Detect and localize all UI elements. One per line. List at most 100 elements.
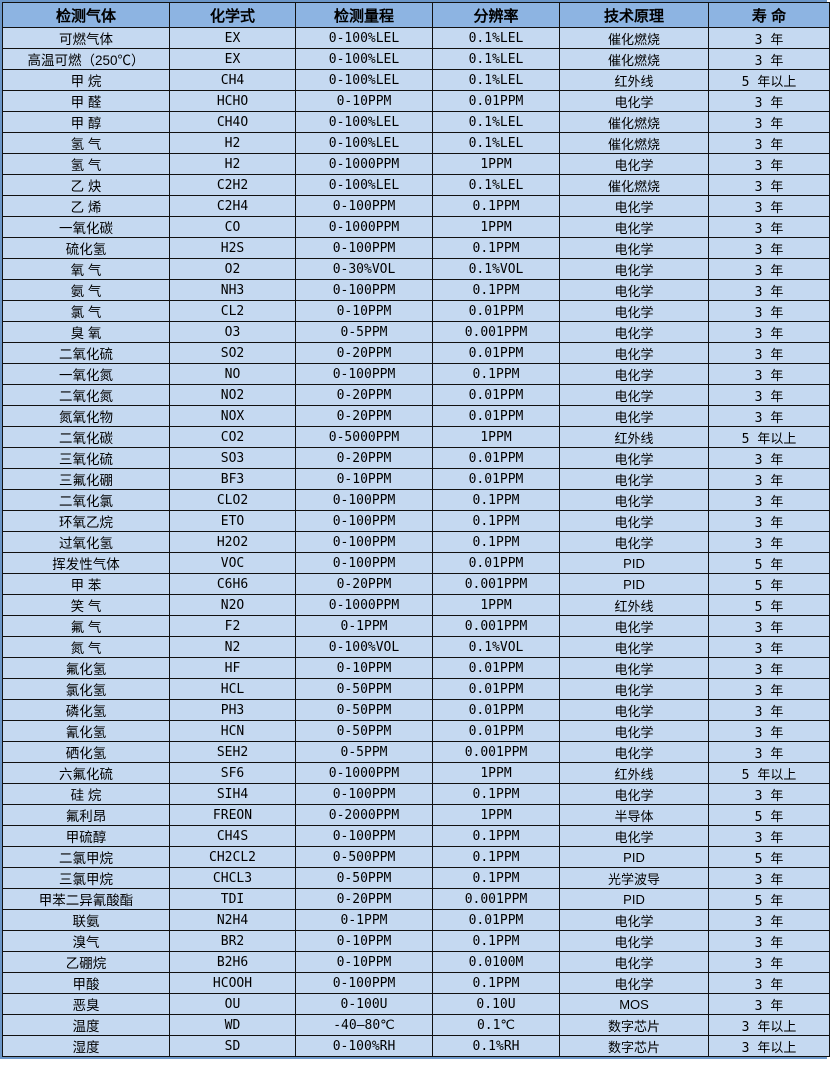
cell: 0-100PPM (295, 552, 433, 574)
cell: 0-100PPM (295, 237, 433, 259)
cell: CLO2 (169, 489, 296, 511)
cell: 电化学 (559, 531, 709, 553)
cell: 0.1PPM (432, 510, 560, 532)
table-row: 硫化氢 H2S 0-100PPM 0.1PPM 电化学 3 年 (2, 237, 830, 259)
cell: 电化学 (559, 510, 709, 532)
cell: 六氟化硫 (2, 762, 170, 784)
cell: 半导体 (559, 804, 709, 826)
cell: 0-50PPM (295, 867, 433, 889)
cell: 0-100%LEL (295, 132, 433, 154)
cell: HCL (169, 678, 296, 700)
cell: PID (559, 888, 709, 910)
cell: 甲硫醇 (2, 825, 170, 847)
cell: 红外线 (559, 69, 709, 91)
cell: 3 年 (708, 321, 830, 343)
cell: 0-30%VOL (295, 258, 433, 280)
table-row: 二氧化碳 CO2 0-5000PPM 1PPM 红外线 5 年以上 (2, 426, 830, 448)
cell: 0-50PPM (295, 699, 433, 721)
cell: 0.1%VOL (432, 636, 560, 658)
cell: 催化燃烧 (559, 111, 709, 133)
cell: 乙硼烷 (2, 951, 170, 973)
cell: 电化学 (559, 384, 709, 406)
cell: WD (169, 1014, 296, 1036)
cell: 3 年 (708, 447, 830, 469)
cell: 甲 醇 (2, 111, 170, 133)
cell: 数字芯片 (559, 1014, 709, 1036)
cell: PID (559, 573, 709, 595)
cell: 1PPM (432, 594, 560, 616)
cell: 电化学 (559, 447, 709, 469)
cell: 0-20PPM (295, 573, 433, 595)
cell: 溴气 (2, 930, 170, 952)
cell: 高温可燃（250℃） (2, 48, 170, 70)
cell: 3 年 (708, 111, 830, 133)
cell: 电化学 (559, 783, 709, 805)
cell: MOS (559, 993, 709, 1015)
table-row: 挥发性气体 VOC 0-100PPM 0.01PPM PID 5 年 (2, 552, 830, 574)
cell: 3 年 (708, 678, 830, 700)
cell: NH3 (169, 279, 296, 301)
cell: 0.001PPM (432, 573, 560, 595)
cell: 0-100PPM (295, 195, 433, 217)
cell: SF6 (169, 762, 296, 784)
cell: 0.01PPM (432, 657, 560, 679)
table-row: 氧 气 O2 0-30%VOL 0.1%VOL 电化学 3 年 (2, 258, 830, 280)
cell: 0-100U (295, 993, 433, 1015)
table-row: 氯 气 CL2 0-10PPM 0.01PPM 电化学 3 年 (2, 300, 830, 322)
cell: 光学波导 (559, 867, 709, 889)
cell: 3 年 (708, 300, 830, 322)
table-row: 乙 炔 C2H2 0-100%LEL 0.1%LEL 催化燃烧 3 年 (2, 174, 830, 196)
cell: H2O2 (169, 531, 296, 553)
cell: H2 (169, 132, 296, 154)
cell: 5 年 (708, 573, 830, 595)
cell: 0.1PPM (432, 972, 560, 994)
gas-table: 检测气体 化学式 检测量程 分辨率 技术原理寿 命 可燃气体 EX 0-100%LEL 0.1… (2, 2, 830, 1057)
column-header: 技术原理 (559, 2, 709, 28)
table-row: 硒化氢 SEH2 0-5PPM 0.001PPM 电化学 3 年 (2, 741, 830, 763)
cell: 3 年 (708, 48, 830, 70)
cell: 二氧化碳 (2, 426, 170, 448)
cell: 0-100PPM (295, 783, 433, 805)
cell: PID (559, 846, 709, 868)
cell: 0.1%LEL (432, 132, 560, 154)
column-header: 检测气体 (2, 2, 170, 28)
cell: 环氧乙烷 (2, 510, 170, 532)
cell: 3 年 (708, 615, 830, 637)
cell: CH4O (169, 111, 296, 133)
cell: 0.01PPM (432, 342, 560, 364)
cell: CH4S (169, 825, 296, 847)
cell: 红外线 (559, 762, 709, 784)
cell: 1PPM (432, 762, 560, 784)
table-row: 甲硫醇 CH4S 0-100PPM 0.1PPM 电化学 3 年 (2, 825, 830, 847)
cell: 红外线 (559, 594, 709, 616)
cell: 氨 气 (2, 279, 170, 301)
cell: C2H2 (169, 174, 296, 196)
cell: SO3 (169, 447, 296, 469)
cell: N2H4 (169, 909, 296, 931)
cell: 0.1PPM (432, 531, 560, 553)
cell: NO (169, 363, 296, 385)
cell: 电化学 (559, 636, 709, 658)
cell: 3 年 (708, 867, 830, 889)
table-row: 一氧化氮 NO 0-100PPM 0.1PPM 电化学 3 年 (2, 363, 830, 385)
cell: 0-10PPM (295, 930, 433, 952)
cell: VOC (169, 552, 296, 574)
table-row: 氢 气 H2 0-100%LEL 0.1%LEL 催化燃烧 3 年 (2, 132, 830, 154)
cell: 3 年 (708, 195, 830, 217)
cell: 0-100PPM (295, 489, 433, 511)
cell: 甲 烷 (2, 69, 170, 91)
cell: 0.1PPM (432, 489, 560, 511)
table-row: 氟利昂 FREON 0-2000PPM 1PPM 半导体 5 年 (2, 804, 830, 826)
cell: HCOOH (169, 972, 296, 994)
cell: 0-100%RH (295, 1035, 433, 1057)
cell: 3 年 (708, 258, 830, 280)
cell: 3 年 (708, 909, 830, 931)
cell: 三氧化硫 (2, 447, 170, 469)
cell: 催化燃烧 (559, 27, 709, 49)
cell: 电化学 (559, 468, 709, 490)
cell: 1PPM (432, 804, 560, 826)
table-row: 氯化氢 HCL 0-50PPM 0.01PPM 电化学 3 年 (2, 678, 830, 700)
table-row: 三氟化硼 BF3 0-10PPM 0.01PPM 电化学 3 年 (2, 468, 830, 490)
cell: 0.001PPM (432, 321, 560, 343)
cell: 三氟化硼 (2, 468, 170, 490)
